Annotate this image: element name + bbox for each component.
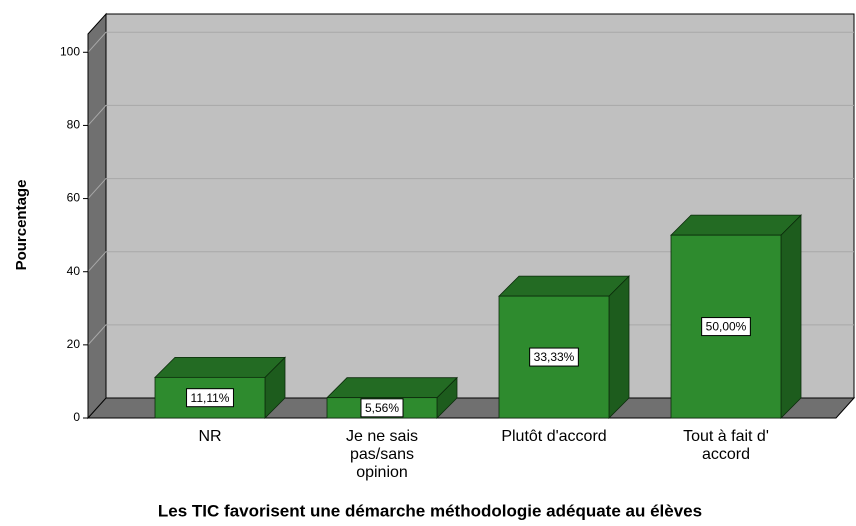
side-wall	[87, 12, 107, 420]
x-tick-label: NR	[198, 428, 222, 445]
x-tick-label-box: Je ne sais pas/sans opinion	[345, 428, 419, 481]
value-label-box	[186, 388, 234, 408]
value-label-box	[529, 347, 579, 367]
x-tick-label: Tout à fait d' accord	[683, 428, 769, 463]
grid-line	[87, 104, 854, 126]
y-tick-label: 0	[73, 410, 80, 424]
value-label-box	[701, 317, 751, 337]
grid-line	[87, 178, 854, 199]
value-label-text: 5,56%	[365, 401, 399, 415]
x-tick-label: Je ne sais pas/sans opinion	[345, 428, 419, 481]
y-tick-label: 80	[67, 118, 81, 132]
value-label-text: 50,00%	[706, 320, 747, 334]
bar-top	[670, 214, 802, 236]
value-label: 5,56%	[360, 398, 404, 418]
x-tick-label-box: Plutôt d'accord	[501, 428, 607, 445]
x-tick-label: Plutôt d'accord	[501, 428, 607, 445]
value-label-text: 11,11%	[191, 391, 230, 405]
value-label: 11,11%	[186, 388, 234, 408]
x-tick-label-box: NR	[198, 428, 222, 445]
y-tick-label: 60	[67, 191, 81, 205]
y-axis-label: Pourcentage	[13, 180, 30, 271]
value-label: 33,33%	[529, 347, 579, 367]
bar-side	[780, 214, 802, 419]
chart-title: Les TIC favorisent une démarche méthodol…	[158, 501, 702, 520]
value-label-box	[360, 398, 404, 418]
y-tick-label: 100	[60, 44, 80, 58]
y-tick-label: 20	[67, 337, 81, 351]
value-label: 50,00%	[701, 317, 751, 337]
value-label-text: 33,33%	[534, 350, 575, 364]
grid-line	[87, 251, 854, 273]
y-tick-label: 40	[67, 264, 81, 278]
bar-top	[498, 275, 630, 297]
bar-side	[608, 275, 630, 419]
bar-top	[326, 377, 458, 399]
bar-top	[154, 356, 286, 378]
grid-line	[87, 31, 854, 53]
x-tick-label-box: Tout à fait d' accord	[683, 428, 769, 463]
